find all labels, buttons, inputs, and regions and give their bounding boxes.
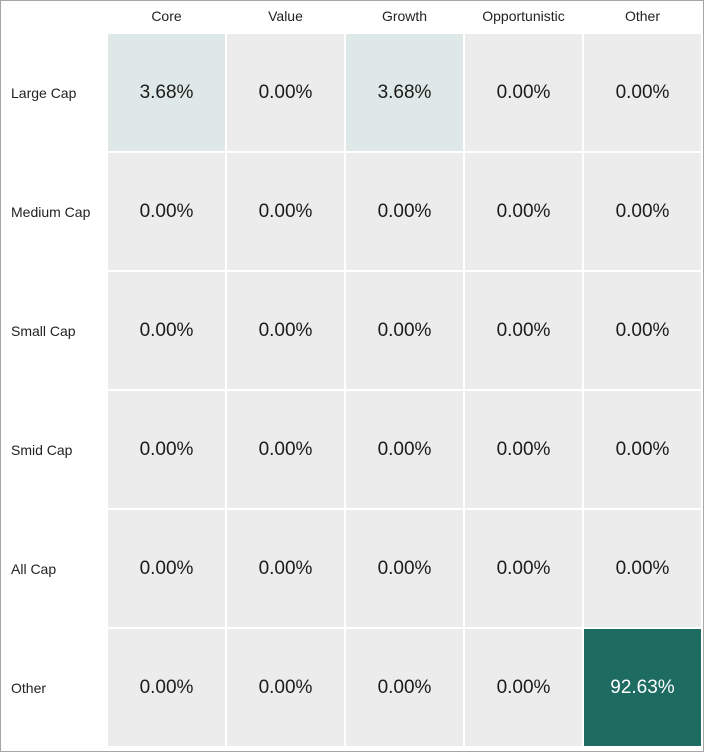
heatmap-cell-medium-cap-opportunistic: 0.00% (465, 153, 582, 270)
heatmap-cell-smid-cap-growth: 0.00% (346, 391, 463, 508)
heatmap-cell-smid-cap-other: 0.00% (584, 391, 701, 508)
heatmap-cell-smid-cap-core: 0.00% (108, 391, 225, 508)
row-header-other: Other (11, 679, 47, 696)
column-header-other: Other (624, 8, 660, 24)
column-header-core: Core (151, 8, 182, 24)
cell-value-label: 0.00% (258, 81, 313, 103)
cell-value-label: 0.00% (496, 81, 551, 103)
cell-value-label: 0.00% (496, 676, 551, 698)
column-header-growth: Growth (381, 8, 428, 24)
cell-value-label: 0.00% (377, 676, 432, 698)
heatmap-cell-all-cap-opportunistic: 0.00% (465, 510, 582, 627)
row-header-medium-cap: Medium Cap (11, 203, 91, 220)
heatmap-cell-small-cap-core: 0.00% (108, 272, 225, 389)
cell-value-label: 0.00% (139, 438, 194, 460)
heatmap-cell-large-cap-growth: 3.68% (346, 34, 463, 151)
cell-value-label: 0.00% (615, 319, 670, 341)
cell-value-label: 0.00% (377, 557, 432, 579)
cell-value-label: 0.00% (139, 557, 194, 579)
heatmap-cell-all-cap-growth: 0.00% (346, 510, 463, 627)
cell-value-label: 0.00% (377, 200, 432, 222)
cell-value-label: 0.00% (377, 319, 432, 341)
heatmap-cell-medium-cap-growth: 0.00% (346, 153, 463, 270)
heatmap-cell-smid-cap-value: 0.00% (227, 391, 344, 508)
cell-value-label: 0.00% (496, 557, 551, 579)
row-header-smid-cap: Smid Cap (11, 441, 73, 458)
cell-value-label: 0.00% (615, 81, 670, 103)
column-header-opportunistic: Opportunistic (482, 8, 565, 24)
cell-value-label: 0.00% (139, 319, 194, 341)
cell-value-label: 92.63% (610, 676, 675, 698)
cell-value-label: 0.00% (615, 438, 670, 460)
cell-value-label: 0.00% (615, 200, 670, 222)
heatmap-cell-large-cap-value: 0.00% (227, 34, 344, 151)
cell-value-label: 0.00% (258, 200, 313, 222)
heatmap-cell-small-cap-other: 0.00% (584, 272, 701, 389)
heatmap-cell-medium-cap-value: 0.00% (227, 153, 344, 270)
heatmap-cell-other-core: 0.00% (108, 629, 225, 746)
heatmap-cell-large-cap-opportunistic: 0.00% (465, 34, 582, 151)
cell-value-label: 0.00% (496, 438, 551, 460)
heatmap-cell-all-cap-other: 0.00% (584, 510, 701, 627)
cell-value-label: 0.00% (139, 676, 194, 698)
heatmap-cell-medium-cap-core: 0.00% (108, 153, 225, 270)
cell-value-label: 0.00% (615, 557, 670, 579)
cell-value-label: 3.68% (377, 81, 432, 103)
heatmap-cell-small-cap-value: 0.00% (227, 272, 344, 389)
cell-value-label: 0.00% (496, 200, 551, 222)
heatmap-cell-large-cap-core: 3.68% (108, 34, 225, 151)
heatmap-cell-other-value: 0.00% (227, 629, 344, 746)
heatmap-cell-small-cap-growth: 0.00% (346, 272, 463, 389)
heatmap-cell-medium-cap-other: 0.00% (584, 153, 701, 270)
heatmap-cell-all-cap-value: 0.00% (227, 510, 344, 627)
row-header-small-cap: Small Cap (11, 322, 76, 339)
heatmap-cell-small-cap-opportunistic: 0.00% (465, 272, 582, 389)
cell-value-label: 0.00% (258, 676, 313, 698)
heatmap-cell-other-other: 92.63% (584, 629, 701, 746)
heatmap-cell-large-cap-other: 0.00% (584, 34, 701, 151)
column-header-value: Value (268, 8, 303, 24)
cell-value-label: 0.00% (258, 557, 313, 579)
heatmap-cell-other-opportunistic: 0.00% (465, 629, 582, 746)
cell-value-label: 0.00% (496, 319, 551, 341)
row-header-all-cap: All Cap (11, 560, 57, 577)
heatmap-cell-smid-cap-opportunistic: 0.00% (465, 391, 582, 508)
cell-value-label: 0.00% (258, 438, 313, 460)
cell-value-label: 3.68% (139, 81, 194, 103)
row-header-large-cap: Large Cap (11, 84, 77, 101)
cell-value-label: 0.00% (139, 200, 194, 222)
cell-value-label: 0.00% (258, 319, 313, 341)
heatmap-cell-other-growth: 0.00% (346, 629, 463, 746)
cell-value-label: 0.00% (377, 438, 432, 460)
heatmap-cell-all-cap-core: 0.00% (108, 510, 225, 627)
